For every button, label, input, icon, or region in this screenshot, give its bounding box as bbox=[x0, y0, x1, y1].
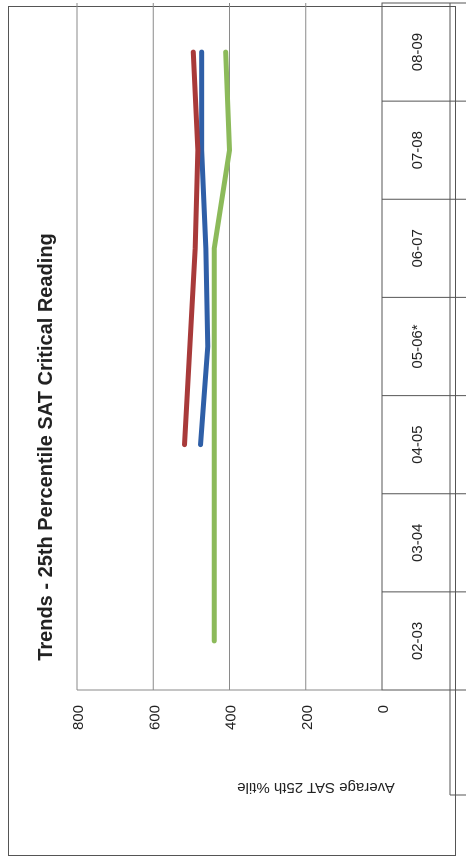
series-line-xavier bbox=[211, 49, 232, 644]
category-label: 08-09 bbox=[409, 33, 426, 71]
y-tick-label: 0 bbox=[375, 705, 392, 713]
category-label: 04-05 bbox=[409, 425, 426, 463]
y-axis-label: Average SAT 25th %tile bbox=[237, 779, 395, 796]
y-tick-label: 600 bbox=[146, 705, 163, 730]
y-tick-labels: 0 200 400 600 800 bbox=[70, 705, 392, 730]
category-label: 02-03 bbox=[409, 622, 426, 660]
category-label: 06-07 bbox=[409, 229, 426, 267]
series-lines bbox=[182, 49, 232, 644]
series-line-la-pvt bbox=[182, 49, 201, 448]
data-table: 02-0303-0404-0505-06*06-0707-0808-09LA-P… bbox=[381, 2, 466, 796]
y-tick-label: 800 bbox=[70, 705, 87, 730]
chart-frame bbox=[8, 6, 456, 856]
y-tick-label: 200 bbox=[299, 705, 316, 730]
category-label: 03-04 bbox=[409, 524, 426, 562]
category-label: 07-08 bbox=[409, 131, 426, 169]
y-tick-label: 400 bbox=[223, 705, 240, 730]
category-label: 05-06* bbox=[409, 324, 426, 368]
chart-title: Trends - 25th Percentile SAT Critical Re… bbox=[35, 233, 57, 661]
series-line-la-pub bbox=[198, 49, 211, 448]
